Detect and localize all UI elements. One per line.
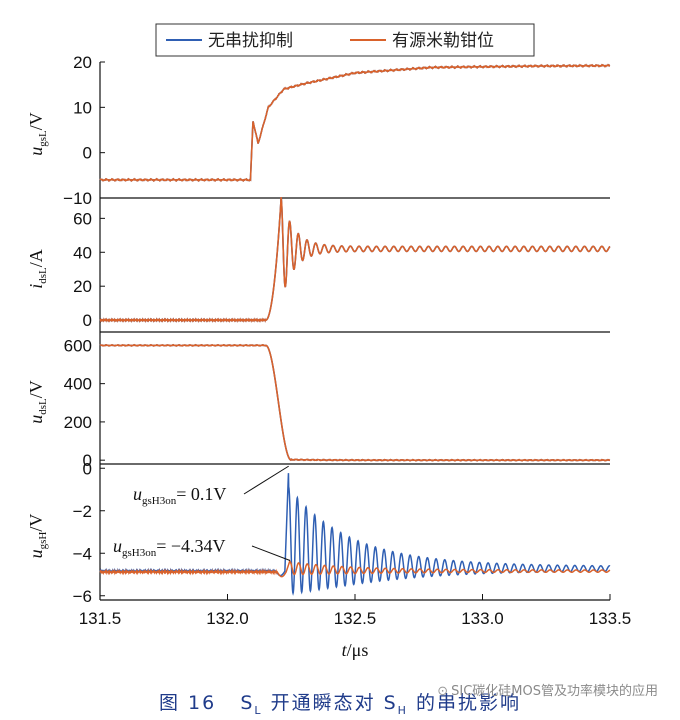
legend-box: [155, 23, 535, 57]
annotation-arrow: [251, 545, 291, 561]
series-line-udsL-no-suppression: [99, 343, 611, 462]
x-tick-label: 132.0: [206, 609, 249, 628]
legend-label: 无串扰抑制: [208, 31, 293, 51]
figure-caption: 图 16 SL 开通瞬态对 SH 的串扰影响: [0, 688, 680, 717]
y-axis-label-ugsL: ugsL/V: [26, 112, 49, 156]
series-line-ugsH-miller-clamp: [99, 559, 611, 578]
caption-s1-sub: L: [254, 703, 263, 717]
y-tick-label-ugsL: 20: [73, 53, 92, 72]
y-axis-label-udsL: udsL/V: [26, 380, 49, 424]
x-tick-label: 133.5: [589, 609, 632, 628]
series-line-ugsL-miller-clamp: [99, 63, 611, 183]
x-tick-label: 133.0: [461, 609, 504, 628]
watermark-text: SIC碳化硅MOS管及功率模块的应用: [451, 684, 658, 699]
annotation-label: ugsH3on= −4.34V: [113, 536, 226, 559]
y-tick-label-ugsL: −10: [63, 189, 92, 208]
y-tick-label-udsL: 400: [64, 375, 92, 394]
caption-middle: 开通瞬态对 S: [270, 692, 398, 714]
y-tick-label-udsL: 600: [64, 336, 92, 355]
annotation-label: ugsH3on= 0.1V: [133, 484, 226, 507]
y-tick-label-ugsH: 0: [83, 459, 92, 478]
x-axis-label: t/μs: [342, 640, 369, 660]
caption-suffix: 的串扰影响: [416, 692, 522, 714]
caption-s1: S: [240, 692, 255, 714]
y-tick-label-udsL: 0: [83, 451, 92, 470]
series-line-udsL-miller-clamp: [99, 343, 611, 462]
y-axis-label-ugsH: ugsH/V: [26, 514, 49, 559]
y-tick-label-ugsH: −6: [73, 587, 92, 606]
y-tick-label-ugsH: −4: [73, 544, 92, 563]
x-tick-label: 132.5: [334, 609, 377, 628]
y-tick-label-ugsH: −2: [73, 502, 92, 521]
chart: 20100−10ugsL/V6040200idsL/A6004002000uds…: [26, 23, 632, 660]
y-tick-label-idsL: 40: [73, 243, 92, 262]
series-line-idsL-miller-clamp: [99, 197, 611, 323]
series-line-ugsL-no-suppression: [99, 63, 611, 183]
annotation-arrow: [243, 465, 289, 495]
x-tick-label: 131.5: [79, 609, 122, 628]
series-line-idsL-no-suppression: [99, 197, 611, 323]
caption-prefix: 图 16: [158, 692, 217, 714]
y-tick-label-ugsL: 10: [73, 98, 92, 117]
y-tick-label-udsL: 200: [64, 413, 92, 432]
wechat-icon: ⊙: [437, 684, 449, 699]
y-axis-label-idsL: idsL/A: [26, 249, 49, 289]
y-tick-label-ugsL: 0: [83, 144, 92, 163]
y-tick-label-idsL: 20: [73, 277, 92, 296]
watermark: ⊙ SIC碳化硅MOS管及功率模块的应用: [437, 680, 658, 699]
y-tick-label-idsL: 60: [73, 209, 92, 228]
legend-label: 有源米勒钳位: [392, 31, 494, 51]
caption-s2-sub: H: [397, 703, 408, 717]
y-tick-label-idsL: 0: [83, 311, 92, 330]
